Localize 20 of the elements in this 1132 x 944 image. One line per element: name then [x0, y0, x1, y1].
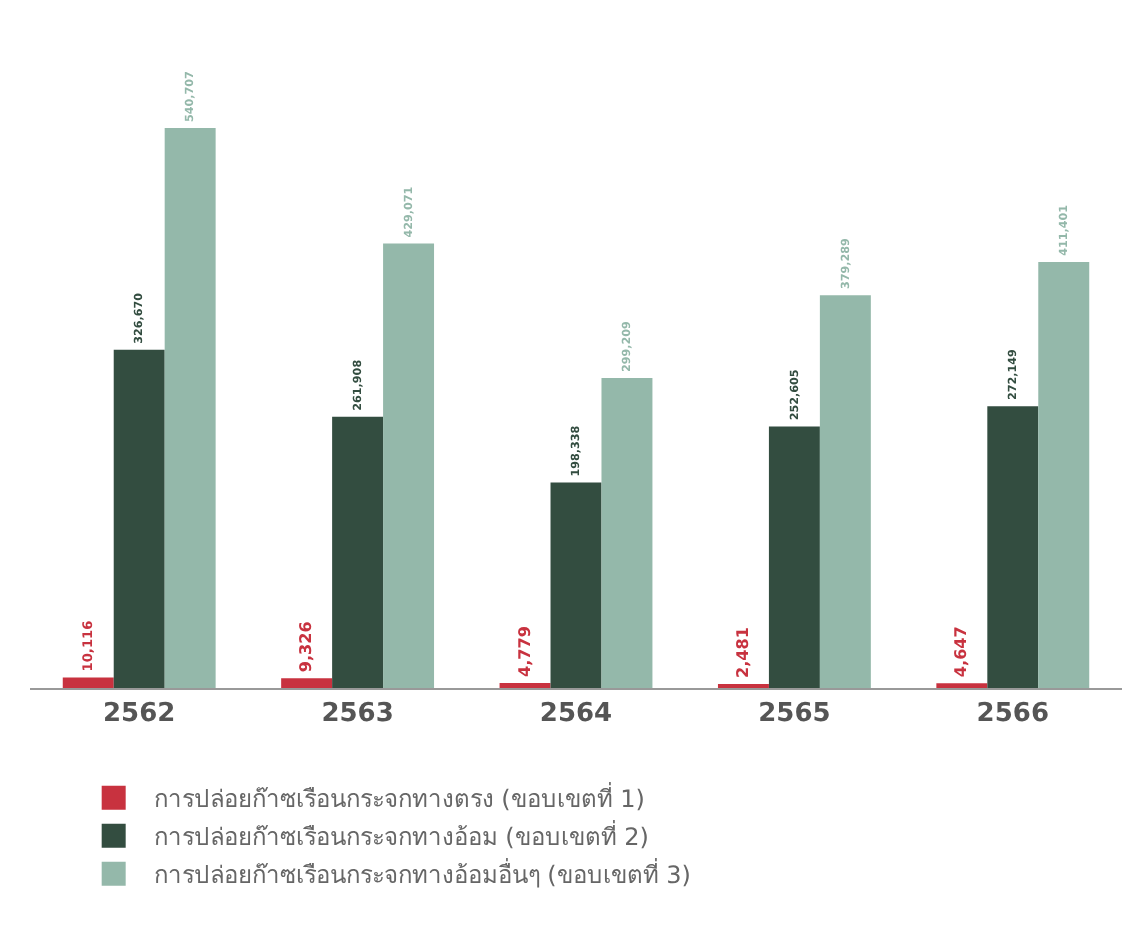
bar: [1038, 261, 1090, 688]
bar: [281, 678, 333, 688]
x-tick-label: 2562: [103, 699, 176, 730]
bar: [383, 243, 435, 688]
x-tick-label: 2565: [758, 699, 831, 730]
bar: [332, 416, 384, 688]
bar: [768, 426, 820, 688]
x-tick-label: 2564: [539, 699, 613, 730]
bar: [62, 677, 114, 688]
bar: [987, 406, 1039, 688]
bar: [550, 482, 602, 688]
x-tick-label: 2566: [976, 699, 1049, 730]
bar: [819, 295, 871, 688]
x-tick-label: 2563: [321, 699, 394, 730]
bar: [164, 128, 216, 688]
bar: [601, 378, 653, 688]
legend-label: การปล่อยก๊าซเรือนกระจกทางตรง (ขอบเขตที่ 1): [153, 781, 645, 813]
legend-label: การปล่อยก๊าซเรือนกระจกทางอ้อม (ขอบเขตที่ 2): [153, 819, 649, 851]
legend-label: การปล่อยก๊าซเรือนกระจกทางอ้อมอื่นๆ (ขอบเขตที่ 3): [153, 857, 691, 889]
bar: [113, 349, 165, 688]
